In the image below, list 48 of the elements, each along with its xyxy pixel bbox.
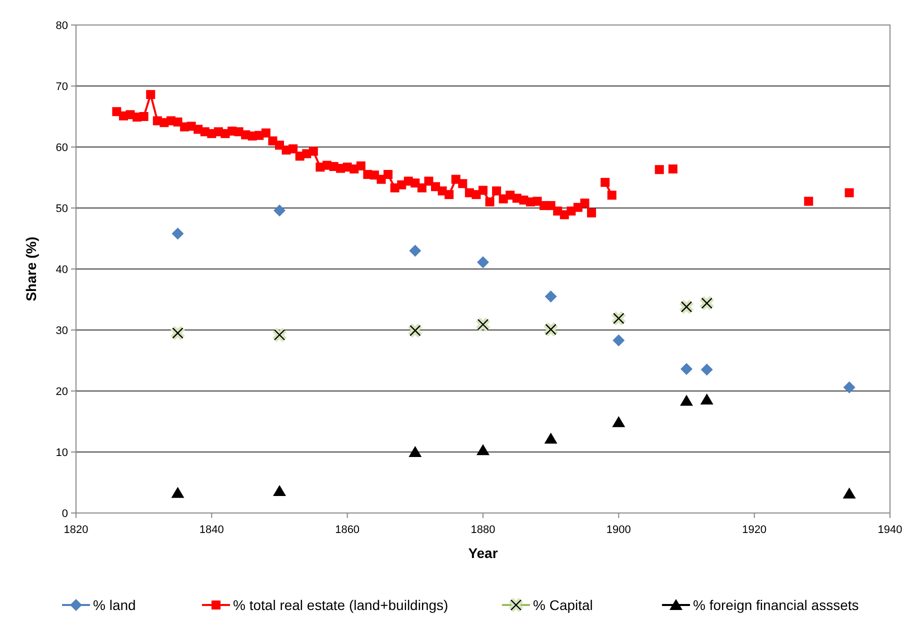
- y-tick-label: 20: [56, 386, 68, 398]
- y-tick-label: 70: [56, 80, 68, 93]
- point: [477, 256, 489, 268]
- point: [700, 394, 714, 405]
- point: [544, 290, 557, 302]
- legend-label: % foreign financial asssets: [693, 596, 859, 613]
- x-tick-label: 1880: [470, 524, 496, 536]
- y-tick-label: 0: [62, 508, 68, 520]
- point: [272, 326, 288, 343]
- y-tick-label: 80: [56, 20, 68, 32]
- point: [698, 295, 715, 312]
- point: [612, 416, 626, 428]
- point: [700, 364, 713, 376]
- point: [542, 321, 559, 338]
- x-tick-label: 1940: [878, 524, 902, 536]
- point: [678, 298, 694, 315]
- point: [273, 485, 286, 496]
- point: [680, 394, 693, 406]
- y-tick-label: 30: [56, 324, 68, 337]
- y-tick-label: 40: [56, 264, 68, 276]
- legend-label: % Capital: [533, 596, 593, 613]
- x-tick-label: 1820: [64, 524, 88, 536]
- y-axis-title: Share (%): [23, 236, 39, 302]
- x-axis-title: Year: [468, 545, 498, 561]
- point: [274, 204, 286, 216]
- y-tick-label: 10: [56, 446, 68, 459]
- point: [610, 310, 627, 326]
- x-tick-label: 1840: [199, 524, 224, 536]
- point: [172, 228, 184, 240]
- x-tick-label: 1900: [606, 524, 631, 536]
- point: [476, 444, 490, 456]
- x-tick-label: 1860: [335, 524, 360, 536]
- point: [170, 325, 186, 342]
- legend-label: % land: [93, 596, 136, 613]
- point: [843, 381, 856, 394]
- point: [408, 446, 422, 457]
- point: [544, 432, 558, 444]
- point: [409, 244, 422, 257]
- legend-label: % total real estate (land+buildings): [233, 596, 448, 613]
- point: [171, 486, 184, 498]
- point: [407, 322, 424, 339]
- point: [475, 316, 491, 333]
- point: [680, 363, 692, 376]
- y-tick-label: 60: [56, 142, 68, 154]
- y-tick-label: 50: [56, 202, 68, 215]
- point: [842, 487, 856, 498]
- x-tick-label: 1920: [742, 524, 767, 536]
- point: [612, 334, 625, 346]
